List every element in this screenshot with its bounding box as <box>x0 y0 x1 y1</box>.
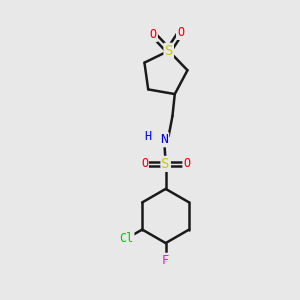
Text: O: O <box>183 158 190 170</box>
Text: H: H <box>144 130 152 143</box>
Text: S: S <box>164 44 173 58</box>
Text: O: O <box>141 158 148 170</box>
Text: N: N <box>160 133 168 146</box>
Text: O: O <box>177 26 184 39</box>
Text: Cl: Cl <box>119 232 134 245</box>
Text: F: F <box>162 254 169 267</box>
Text: O: O <box>150 28 157 41</box>
Text: S: S <box>161 157 170 171</box>
